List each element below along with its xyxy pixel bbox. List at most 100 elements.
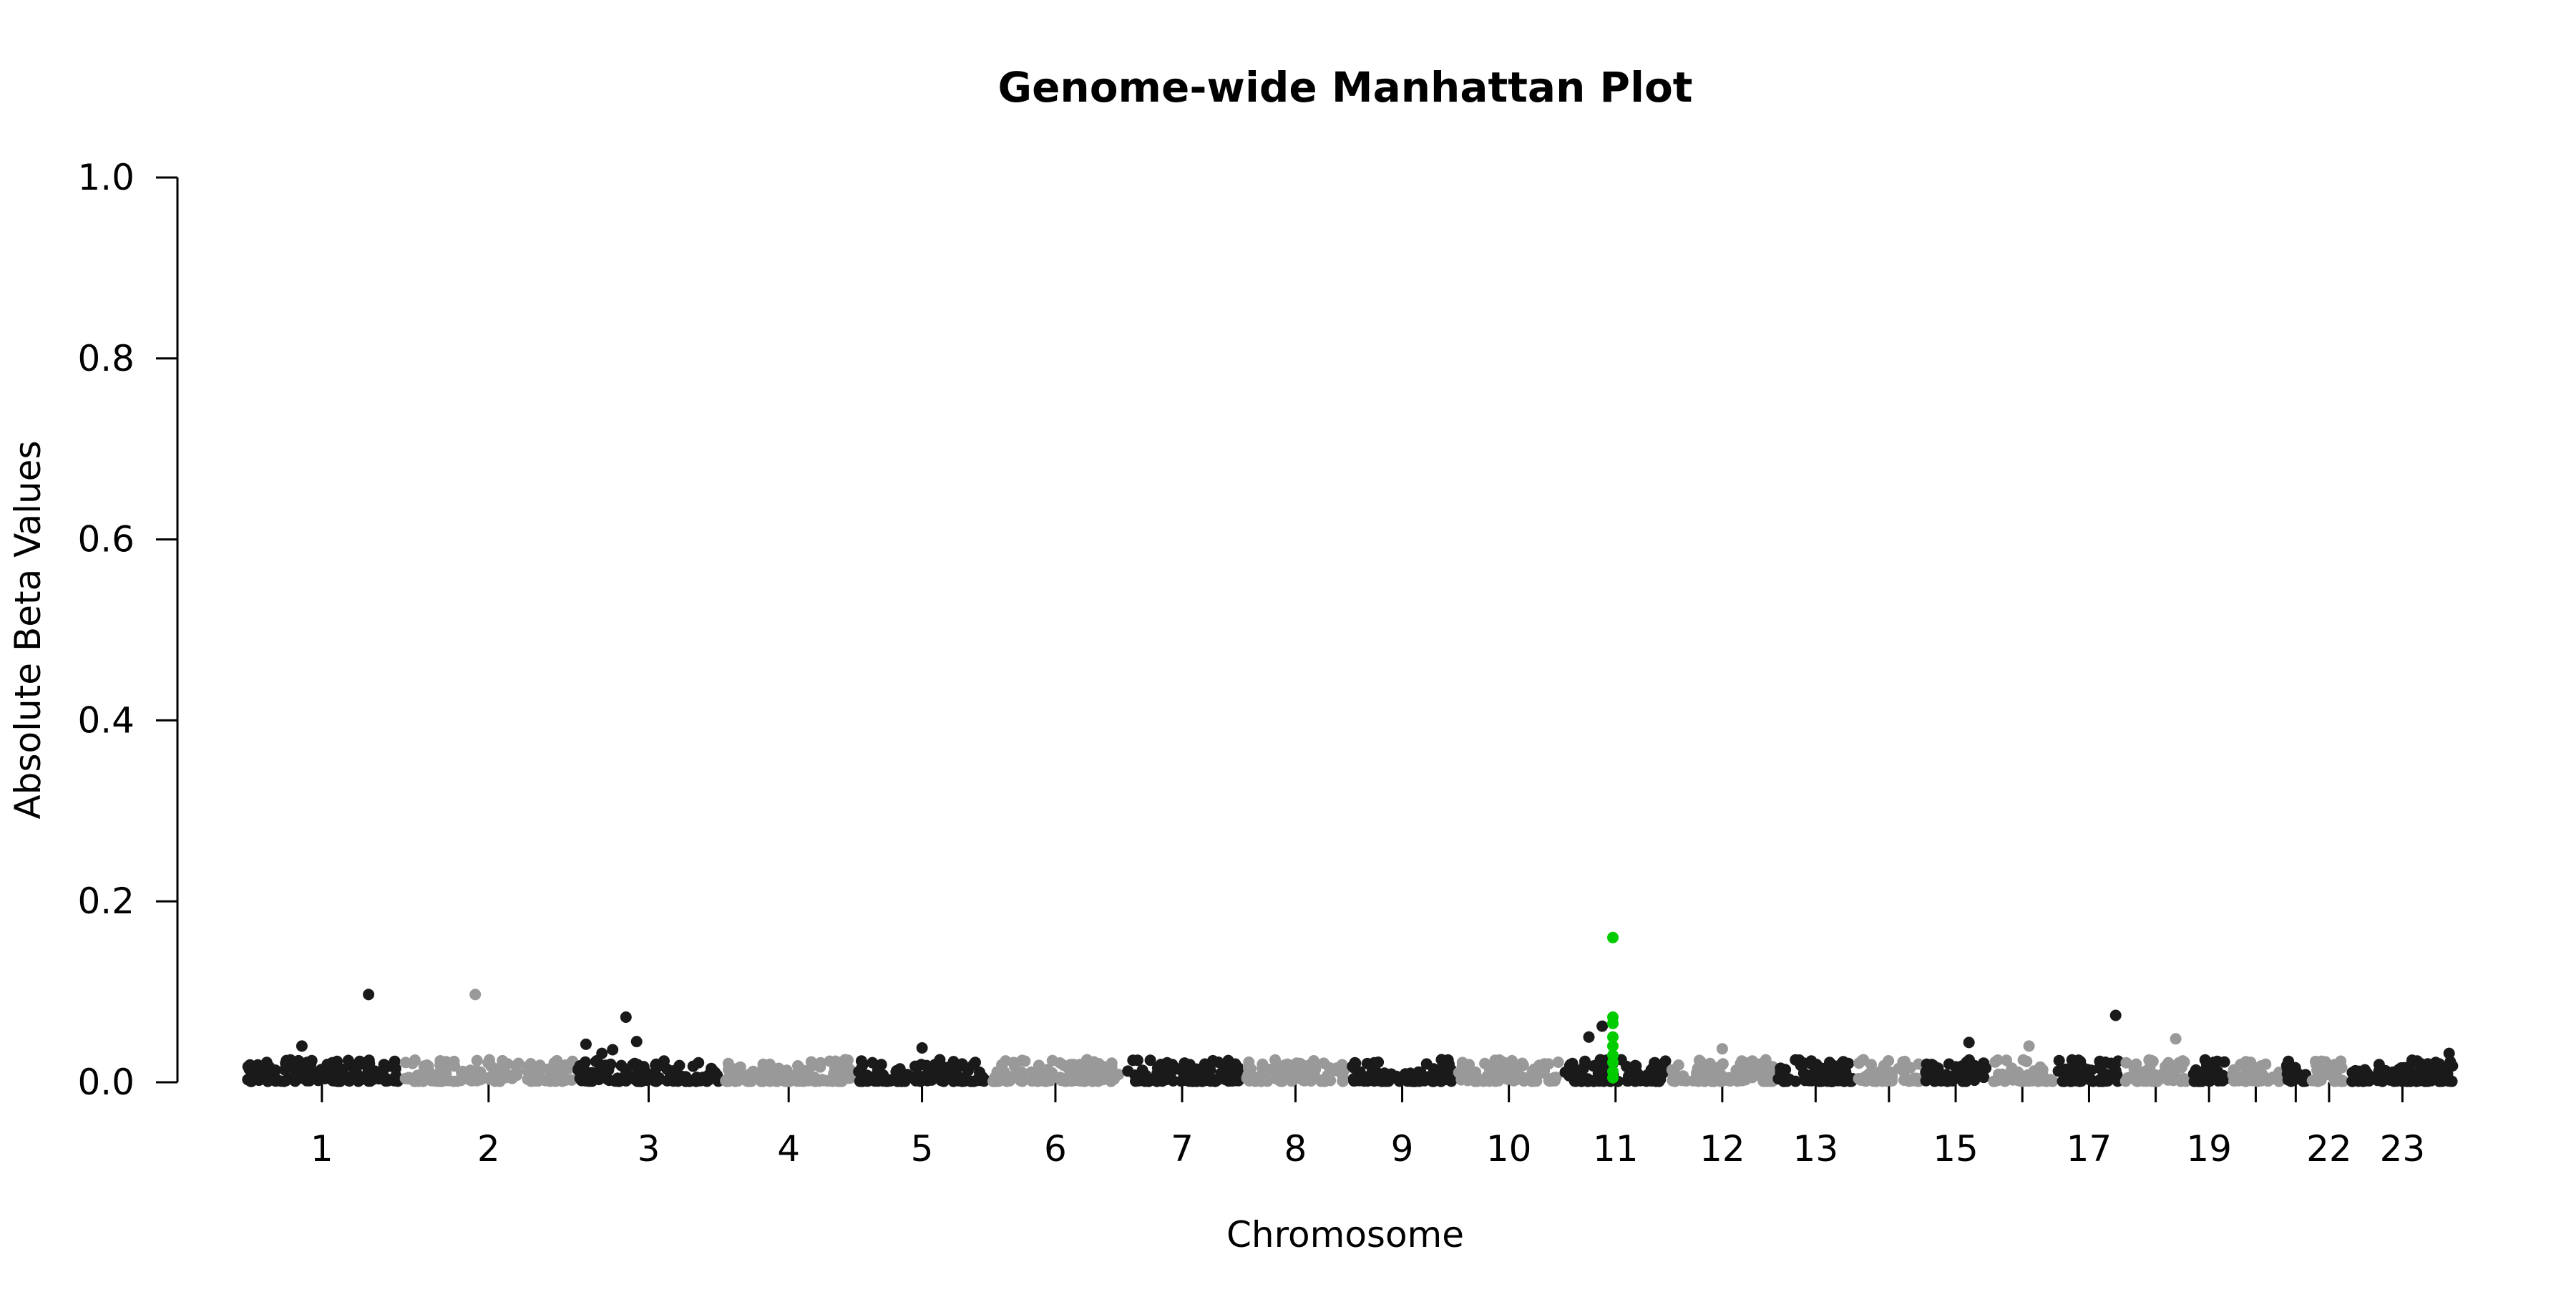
data-point	[1080, 1054, 1093, 1067]
data-point	[833, 1057, 844, 1069]
data-point	[781, 1075, 794, 1087]
data-point	[278, 1075, 290, 1087]
data-point	[2053, 1054, 2065, 1067]
highlight-point	[1607, 931, 1619, 943]
data-point	[857, 1059, 869, 1072]
x-tick-label: 10	[1486, 1128, 1532, 1170]
data-point	[1167, 1075, 1179, 1087]
data-point	[962, 1064, 974, 1077]
data-point	[1508, 1060, 1521, 1072]
data-point	[2017, 1054, 2029, 1066]
data-point	[620, 1066, 632, 1078]
data-point	[580, 1056, 591, 1068]
data-point	[2014, 1074, 2026, 1087]
data-point	[760, 1071, 772, 1083]
y-axis: 0.0 0.2 0.4 0.6 0.8 1.0	[77, 157, 179, 1103]
data-point	[814, 1061, 826, 1073]
peak-point	[363, 989, 375, 1001]
y-tick-label: 0.8	[77, 338, 135, 379]
data-point	[1272, 1071, 1284, 1083]
data-point	[913, 1072, 925, 1084]
data-point	[801, 1064, 814, 1077]
data-point	[729, 1075, 741, 1087]
data-point	[1963, 1054, 1975, 1066]
data-point	[2446, 1060, 2459, 1072]
data-point	[1631, 1067, 1644, 1079]
data-point	[1546, 1075, 1558, 1087]
data-point	[1863, 1068, 1875, 1080]
data-point	[813, 1074, 825, 1086]
x-tick-label: 12	[1699, 1128, 1745, 1170]
data-point	[1410, 1075, 1422, 1087]
data-point	[1571, 1074, 1583, 1086]
chart-title: Genome-wide Manhattan Plot	[997, 63, 1692, 112]
data-point	[1736, 1055, 1748, 1067]
peak-point	[630, 1036, 643, 1048]
data-point	[293, 1054, 305, 1067]
data-point	[1680, 1075, 1692, 1087]
data-point	[935, 1074, 947, 1087]
data-point	[2070, 1074, 2082, 1087]
data-point	[1285, 1075, 1297, 1087]
data-point	[687, 1060, 699, 1072]
data-point	[1473, 1073, 1485, 1085]
data-point	[1935, 1074, 1947, 1086]
data-point	[1092, 1075, 1104, 1087]
data-point	[1898, 1055, 1911, 1067]
data-point	[1921, 1074, 1933, 1087]
x-tick-label: 5	[911, 1128, 934, 1170]
data-point	[278, 1064, 291, 1076]
highlight-point	[1607, 1031, 1619, 1043]
data-point	[595, 1060, 607, 1072]
x-tick-label: 13	[1793, 1128, 1839, 1170]
data-point	[1716, 1059, 1728, 1072]
peak-point	[1716, 1043, 1728, 1055]
data-point	[2146, 1075, 2158, 1087]
data-point	[638, 1068, 650, 1080]
data-point	[2336, 1062, 2348, 1074]
data-point	[742, 1075, 754, 1087]
data-point	[734, 1061, 746, 1073]
data-point	[2130, 1074, 2142, 1087]
x-tick-label: 19	[2186, 1128, 2232, 1170]
data-point	[1336, 1059, 1348, 1071]
data-point	[560, 1074, 572, 1086]
y-axis-label: Absolute Beta Values	[7, 441, 49, 820]
y-tick-label: 1.0	[77, 157, 135, 198]
data-point	[2032, 1066, 2044, 1078]
data-point	[2066, 1054, 2078, 1066]
data-point	[822, 1075, 834, 1087]
data-point	[434, 1055, 447, 1067]
data-point	[612, 1074, 624, 1086]
data-point	[424, 1066, 436, 1078]
y-tick-label: 0.2	[77, 880, 135, 922]
data-point	[1195, 1064, 1207, 1076]
data-point	[791, 1068, 803, 1080]
x-tick-label: 6	[1044, 1128, 1067, 1170]
data-point	[1161, 1057, 1174, 1069]
x-tick-label: 15	[1933, 1128, 1979, 1170]
data-point	[952, 1072, 964, 1084]
data-point	[2058, 1075, 2070, 1087]
data-point	[2245, 1069, 2258, 1081]
data-point	[2245, 1057, 2257, 1069]
data-point	[1400, 1068, 1411, 1080]
data-point	[1805, 1056, 1817, 1068]
x-tick-label: 22	[2306, 1128, 2352, 1170]
data-point	[1004, 1074, 1016, 1087]
data-point	[334, 1075, 346, 1087]
data-point	[1223, 1064, 1235, 1077]
peak-point	[580, 1038, 592, 1050]
data-point	[1257, 1058, 1269, 1070]
data-point	[2218, 1056, 2230, 1068]
data-point	[2346, 1075, 2358, 1087]
data-point	[2001, 1054, 2012, 1067]
data-point	[1621, 1060, 1632, 1072]
data-point	[1978, 1057, 1990, 1069]
data-point	[2417, 1068, 2429, 1080]
peak-point	[2170, 1033, 2182, 1045]
data-point	[722, 1057, 734, 1069]
data-point	[424, 1074, 436, 1086]
data-point	[1269, 1054, 1281, 1066]
data-point	[1508, 1074, 1520, 1087]
